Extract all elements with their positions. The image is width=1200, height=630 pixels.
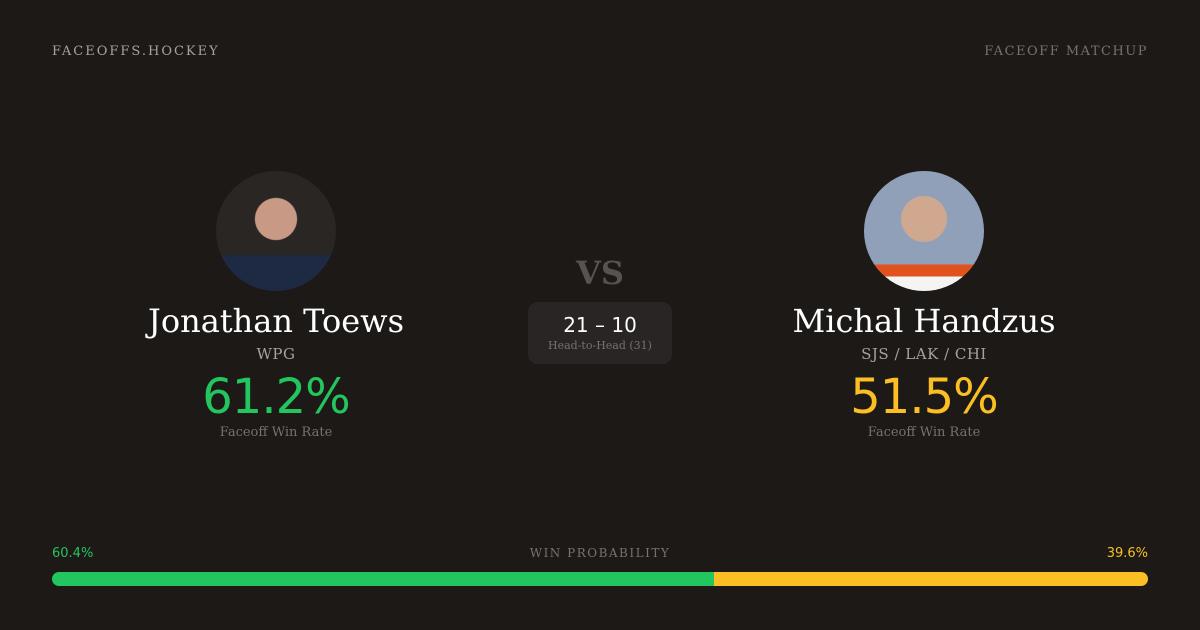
player2-team: SJS / LAK / CHI <box>861 345 987 363</box>
player2-probability: 39.6% <box>1106 546 1148 561</box>
player1-probability-segment <box>52 572 714 586</box>
player2-probability-segment <box>713 572 1148 586</box>
win-probability-title: WIN PROBABILITY <box>529 546 671 560</box>
player1-avatar <box>216 171 336 291</box>
player1-probability: 60.4% <box>52 546 94 561</box>
head-to-head-score: 21 – 10 <box>563 313 637 337</box>
page-tag: FACEOFF MATCHUP <box>984 44 1148 59</box>
player2-name: Michal Handzus <box>792 302 1056 340</box>
head-to-head-label: Head-to-Head (31) <box>548 339 652 352</box>
player2-win-rate: 51.5% <box>850 369 998 425</box>
player1-win-rate-label: Faceoff Win Rate <box>219 425 333 440</box>
site-logo: FACEOFFS.HOCKEY <box>52 44 220 59</box>
player2-avatar <box>864 171 984 291</box>
player1-card: Jonathan Toews WPG 61.2% Faceoff Win Rat… <box>76 171 476 440</box>
player1-team: WPG <box>256 345 296 363</box>
win-probability-bar <box>52 572 1148 586</box>
head-to-head-box: 21 – 10 Head-to-Head (31) <box>528 302 672 364</box>
vs-label: VS <box>576 254 624 292</box>
player2-card: Michal Handzus SJS / LAK / CHI 51.5% Fac… <box>724 171 1124 440</box>
player1-win-rate: 61.2% <box>202 369 350 425</box>
player2-win-rate-label: Faceoff Win Rate <box>867 425 981 440</box>
player1-name: Jonathan Toews <box>148 302 404 340</box>
